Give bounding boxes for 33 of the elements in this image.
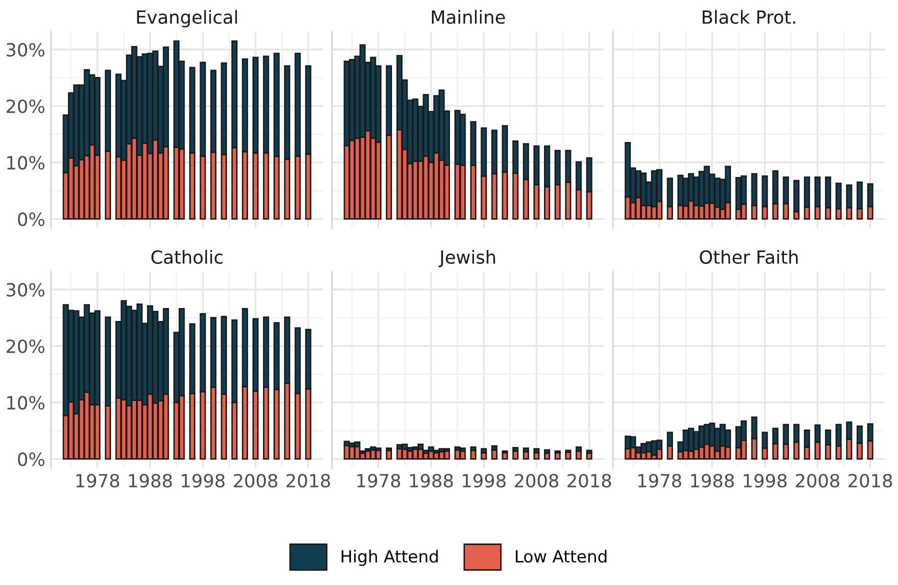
y-tick-label: 0% bbox=[18, 212, 44, 226]
x-tick-label: 2008 bbox=[234, 474, 278, 488]
chart-title: Evangelical bbox=[137, 10, 237, 28]
chart-title: Black Prot. bbox=[702, 10, 796, 24]
chart-title: Catholic bbox=[151, 250, 222, 264]
x-tick-label: 1978 bbox=[76, 474, 120, 488]
y-tick-label: 20% bbox=[6, 339, 44, 354]
x-tick-label: 1998 bbox=[744, 474, 787, 488]
x-tick-label: 1998 bbox=[462, 474, 506, 488]
x-tick-label: 2018 bbox=[286, 474, 330, 488]
x-tick-label: 1978 bbox=[357, 474, 400, 488]
chart-title: Mainline bbox=[432, 10, 505, 24]
x-tick-label: 1988 bbox=[691, 474, 734, 488]
x-tick-label: 1988 bbox=[129, 474, 172, 488]
chart-title: Other Faith bbox=[700, 250, 798, 264]
x-tick-label: 2008 bbox=[796, 474, 840, 488]
x-tick-label: 2018 bbox=[568, 474, 611, 488]
bar bbox=[470, 450, 476, 460]
legend-label: Low Attend bbox=[516, 550, 606, 563]
legend-label: High Attend bbox=[342, 550, 438, 566]
y-tick-label: 0% bbox=[18, 452, 44, 466]
y-tick-label: 30% bbox=[6, 282, 44, 297]
x-tick-label: 1998 bbox=[182, 474, 225, 488]
y-tick-label: 10% bbox=[7, 396, 44, 410]
y-tick-label: 30% bbox=[6, 42, 44, 57]
x-tick-label: 2018 bbox=[848, 474, 892, 488]
y-tick-label: 20% bbox=[6, 99, 44, 114]
x-tick-label: 2008 bbox=[514, 474, 558, 488]
x-tick-label: 1988 bbox=[410, 474, 453, 488]
chart-title: Jewish bbox=[438, 250, 495, 268]
y-tick-label: 10% bbox=[7, 156, 44, 170]
bar bbox=[576, 450, 582, 460]
x-tick-label: 1978 bbox=[638, 474, 682, 488]
